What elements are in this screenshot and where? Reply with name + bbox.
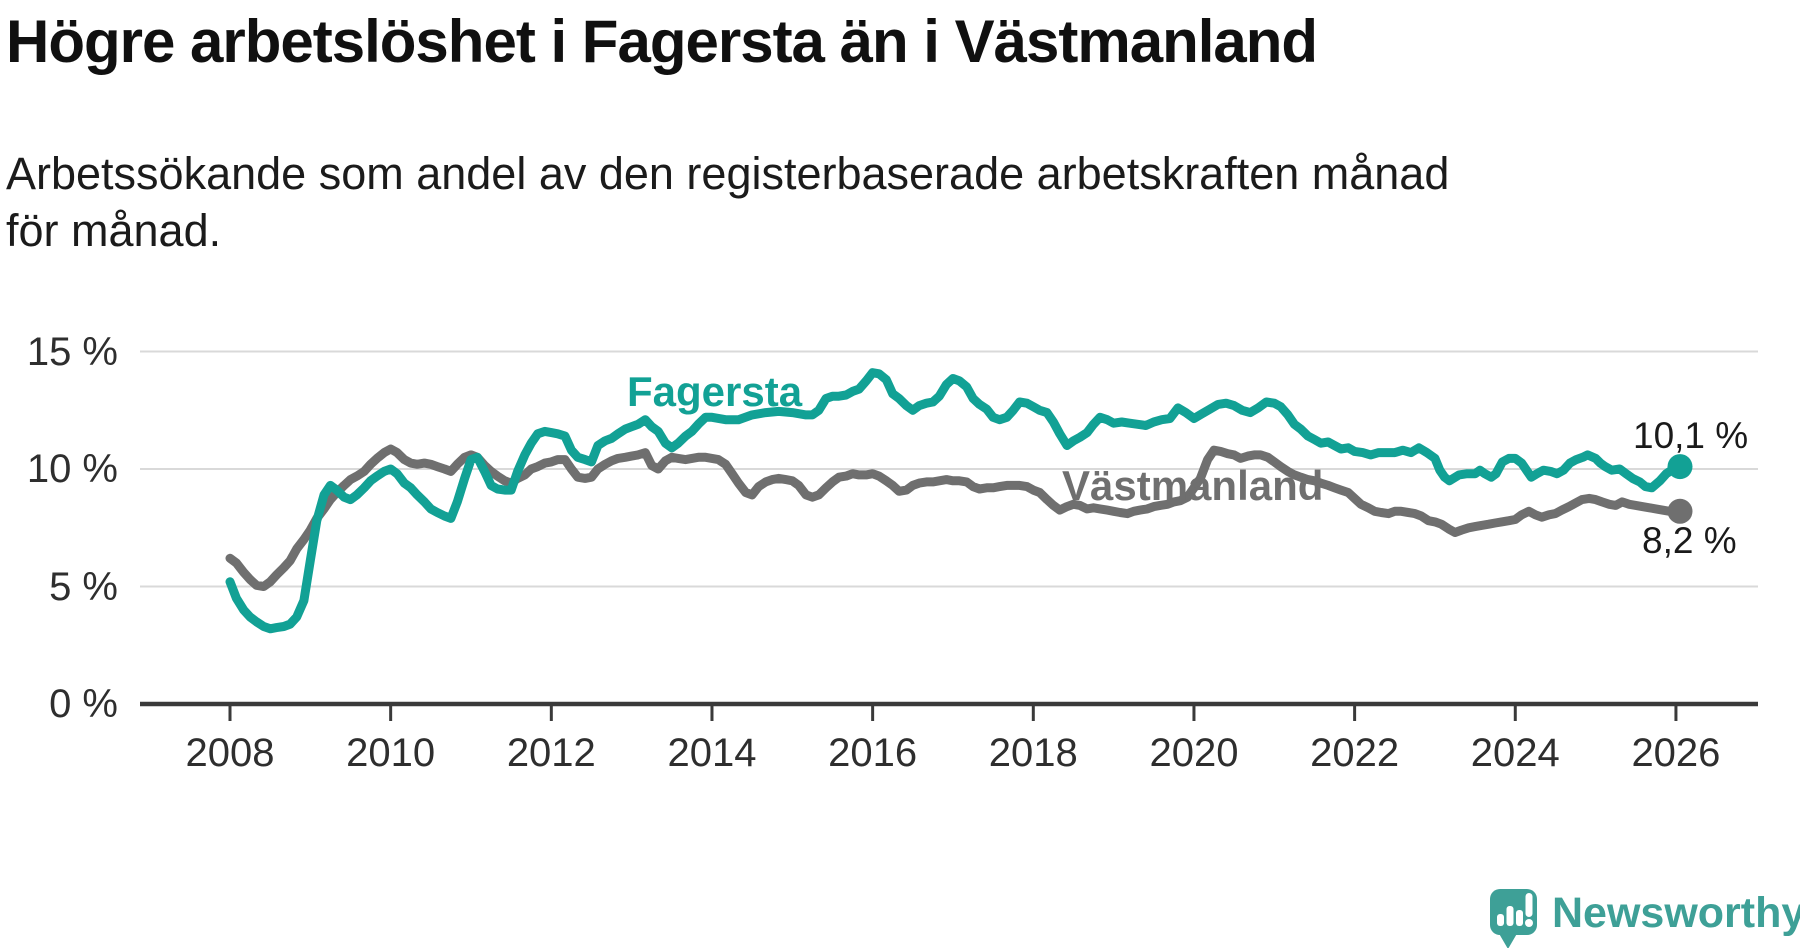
y-axis-label-15: 15 % xyxy=(27,330,118,374)
x-axis-label-2014: 2014 xyxy=(667,731,756,775)
logo-exclamation-bar xyxy=(1525,893,1533,917)
fagersta-line xyxy=(225,368,1685,634)
y-axis-label-5: 5 % xyxy=(49,565,118,609)
end-value-label-fagersta: 10,1 % xyxy=(1633,415,1748,456)
page-subtitle: Arbetssökande som andel av den registerb… xyxy=(6,148,1450,256)
fagersta-end-dot xyxy=(1667,454,1693,480)
end-value-label-vastmanland: 8,2 % xyxy=(1642,520,1737,561)
västmanland-end-dot xyxy=(1667,498,1693,524)
newsworthy-pin-icon xyxy=(1490,889,1537,948)
series-label-vastmanland: Västmanland xyxy=(1062,462,1323,509)
x-axis-label-2024: 2024 xyxy=(1471,731,1560,775)
grid-layer xyxy=(140,350,1758,588)
newsworthy-logo: Newsworthy xyxy=(1490,889,1800,948)
brand-wordmark: Newsworthy xyxy=(1552,889,1800,937)
x-axis-label-2016: 2016 xyxy=(828,731,917,775)
series-label-fagersta: Fagersta xyxy=(627,368,803,415)
logo-bar-3 xyxy=(1516,910,1523,926)
x-axis-label-2018: 2018 xyxy=(989,731,1078,775)
series-layer xyxy=(225,368,1693,634)
logo-bar-2 xyxy=(1506,906,1514,926)
logo-exclamation-dot xyxy=(1525,919,1533,927)
x-axis-label-2008: 2008 xyxy=(186,731,275,775)
x-axis-label-2026: 2026 xyxy=(1631,731,1720,775)
x-axis-label-2020: 2020 xyxy=(1149,731,1238,775)
y-axis-label-10: 10 % xyxy=(27,447,118,491)
x-axis-label-2012: 2012 xyxy=(507,731,596,775)
logo-bar-1 xyxy=(1497,914,1504,926)
axis-layer: 2008 2010 2012 2014 2016 2018 2020 2022 2024 2026 xyxy=(140,701,1758,775)
page-title: Högre arbetslöshet i Fagersta än i Västm… xyxy=(6,8,1318,75)
x-axis-label-2010: 2010 xyxy=(346,731,435,775)
y-axis-label-0: 0 % xyxy=(49,682,118,726)
x-axis-label-2022: 2022 xyxy=(1310,731,1399,775)
